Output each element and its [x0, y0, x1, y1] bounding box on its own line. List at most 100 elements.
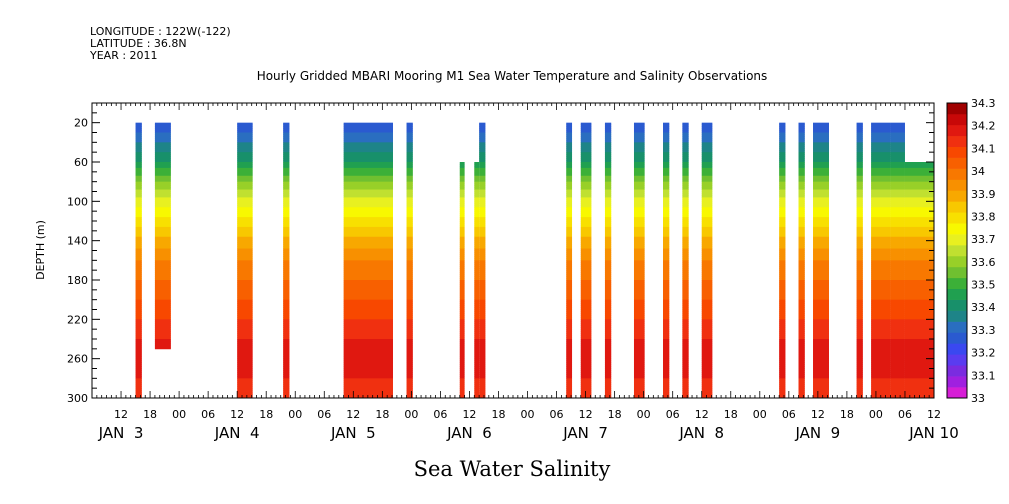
data-cell: [701, 344, 713, 348]
data-cell: [283, 132, 290, 135]
y-tick-label: 220: [67, 313, 88, 326]
data-cell: [154, 287, 171, 291]
data-cell: [779, 270, 786, 273]
data-cell: [135, 173, 142, 177]
data-cell: [459, 175, 465, 179]
data-cell: [633, 390, 645, 393]
data-cell: [459, 260, 465, 263]
data-cell: [154, 173, 171, 177]
data-cell: [663, 150, 670, 153]
data-cell: [604, 394, 612, 397]
data-cell: [459, 364, 465, 367]
data-cell: [135, 327, 142, 330]
data-cell: [890, 366, 905, 369]
data-cell: [779, 236, 786, 240]
data-cell: [813, 390, 829, 393]
data-cell: [474, 335, 480, 338]
data-cell: [682, 258, 689, 261]
data-cell: [663, 138, 670, 141]
data-cell: [566, 360, 573, 363]
data-column: [343, 122, 393, 399]
data-cell: [701, 134, 713, 137]
data-cell: [871, 293, 891, 297]
data-cell: [701, 370, 713, 373]
data-cell: [682, 390, 689, 393]
x-hour-label: 06: [666, 408, 680, 421]
data-cell: [701, 280, 713, 283]
data-cell: [283, 295, 290, 299]
x-hour-label: 18: [608, 408, 622, 421]
data-cell: [701, 376, 713, 379]
data-cell: [633, 134, 645, 137]
data-cell: [779, 130, 786, 133]
data-cell: [890, 390, 905, 393]
data-cell: [283, 232, 290, 236]
data-cell: [798, 226, 805, 230]
data-cell: [459, 337, 465, 340]
data-cell: [813, 356, 829, 360]
data-cell: [798, 362, 805, 365]
data-cell: [237, 289, 253, 293]
data-cell: [154, 346, 171, 350]
data-cell: [580, 256, 592, 259]
data-cell: [474, 337, 480, 340]
data-cell: [566, 340, 573, 344]
data-cell: [283, 339, 290, 342]
data-cell: [474, 230, 480, 234]
data-cell: [604, 283, 612, 287]
data-cell: [871, 266, 891, 269]
data-cell: [856, 183, 863, 186]
data-cell: [798, 195, 805, 198]
data-cell: [779, 264, 786, 267]
data-cell: [856, 150, 863, 153]
data-cell: [779, 165, 786, 169]
data-cell: [474, 311, 480, 314]
data-cell: [682, 260, 689, 263]
data-cell: [343, 150, 393, 153]
data-cell: [682, 154, 689, 157]
data-cell: [604, 303, 612, 306]
data-cell: [237, 154, 253, 157]
data-cell: [474, 309, 480, 312]
data-cell: [580, 219, 592, 222]
data-cell: [580, 215, 592, 218]
data-cell: [283, 177, 290, 181]
data-cell: [604, 181, 612, 185]
data-cell: [890, 207, 905, 210]
data-cell: [580, 346, 592, 350]
data-cell: [813, 217, 829, 220]
data-cell: [701, 252, 713, 255]
data-cell: [580, 144, 592, 147]
data-cell: [343, 158, 393, 161]
data-cell: [283, 224, 290, 228]
data-cell: [459, 283, 465, 287]
data-cell: [813, 175, 829, 179]
data-cell: [154, 205, 171, 208]
data-cell: [663, 199, 670, 202]
data-cell: [474, 384, 480, 387]
data-cell: [682, 323, 689, 326]
data-cell: [604, 209, 612, 212]
data-cell: [663, 254, 670, 257]
data-cell: [904, 226, 934, 230]
data-cell: [904, 270, 934, 273]
data-cell: [871, 386, 891, 389]
data-cell: [566, 242, 573, 245]
data-cell: [813, 309, 829, 312]
data-cell: [343, 344, 393, 348]
data-cell: [343, 156, 393, 159]
data-cell: [701, 181, 713, 185]
data-cell: [701, 327, 713, 330]
data-cell: [871, 342, 891, 346]
data-cell: [813, 348, 829, 352]
data-cell: [566, 142, 573, 145]
data-cell: [701, 258, 713, 261]
data-cell: [779, 250, 786, 253]
data-cell: [890, 142, 905, 145]
data-cell: [701, 274, 713, 277]
data-cell: [135, 169, 142, 173]
data-cell: [633, 376, 645, 379]
data-cell: [633, 207, 645, 210]
data-cell: [237, 207, 253, 210]
